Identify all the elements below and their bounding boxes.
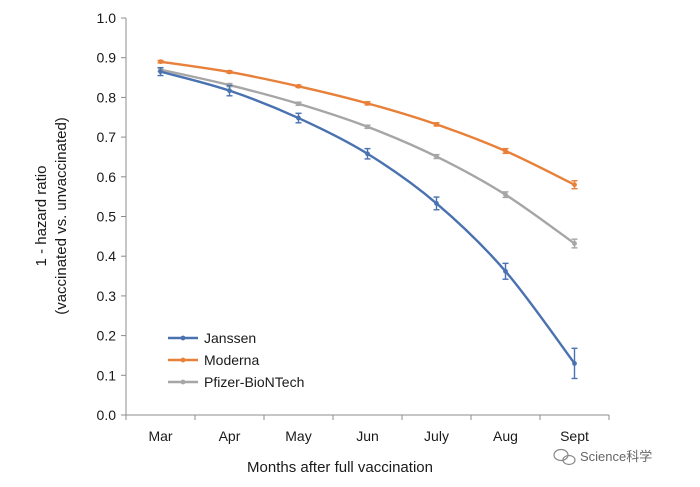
data-point (503, 148, 508, 154)
y-tick-label: 0.7 (97, 129, 117, 145)
data-point (158, 69, 163, 74)
data-point (434, 121, 439, 127)
data-point (503, 268, 508, 274)
y-tick-label: 0.6 (97, 169, 117, 185)
y-tick-label: 0.0 (97, 407, 117, 423)
legend-marker (180, 379, 186, 385)
y-tick-label: 0.9 (97, 50, 117, 66)
legend-label: Pfizer-BioNTech (204, 374, 304, 390)
series-layer (157, 59, 578, 380)
legend: Janssen Moderna Pfizer-BioNTech (168, 330, 304, 390)
data-point (572, 182, 577, 188)
y-tick-label: 0.8 (97, 89, 117, 105)
x-tick-label: July (424, 428, 449, 444)
series-line (160, 70, 576, 365)
y-axis-title-line1: 1 - hazard ratio (33, 166, 50, 267)
data-point (365, 124, 370, 130)
data-point (158, 59, 163, 65)
data-point (503, 192, 508, 198)
series-moderna (157, 59, 578, 190)
watermark-text: Science科学 (580, 449, 652, 464)
x-tick-label: Mar (148, 428, 172, 444)
wechat-icon (553, 448, 576, 466)
series-janssen (157, 66, 578, 380)
x-tick-label: Apr (219, 428, 241, 444)
data-point (296, 115, 301, 121)
y-axis: 0.0 0.1 0.2 0.3 0.4 0.5 0.6 0.7 0.8 0.9 1.0 (97, 10, 127, 423)
data-point (365, 100, 370, 106)
legend-marker (180, 335, 186, 341)
data-point (572, 241, 577, 246)
data-point (227, 69, 232, 75)
y-tick-label: 0.4 (97, 248, 117, 264)
watermark: Science科学 (553, 448, 652, 466)
x-tick-label: Jun (356, 428, 379, 444)
data-point (227, 88, 232, 94)
x-tick-label: May (285, 428, 311, 444)
y-tick-label: 0.5 (97, 209, 117, 225)
series-line (160, 60, 576, 186)
legend-marker (180, 357, 186, 363)
x-axis: Mar Apr May Jun July Aug Sept (125, 414, 610, 444)
data-point (434, 200, 439, 206)
x-axis-title: Months after full vaccination (247, 459, 433, 476)
y-tick-label: 0.3 (97, 288, 117, 304)
data-point (296, 83, 301, 89)
data-point (434, 154, 439, 159)
data-point (572, 360, 577, 366)
data-point (365, 151, 370, 157)
data-point (296, 101, 301, 107)
y-tick-label: 0.2 (97, 328, 117, 344)
x-tick-label: Sept (560, 428, 589, 444)
legend-label: Moderna (204, 352, 259, 368)
x-tick-label: Aug (493, 428, 518, 444)
y-tick-label: 0.1 (97, 367, 117, 383)
legend-label: Janssen (204, 330, 256, 346)
y-axis-title-line2: (vaccinated vs. unvaccinated) (53, 117, 70, 315)
y-tick-label: 1.0 (97, 10, 117, 26)
